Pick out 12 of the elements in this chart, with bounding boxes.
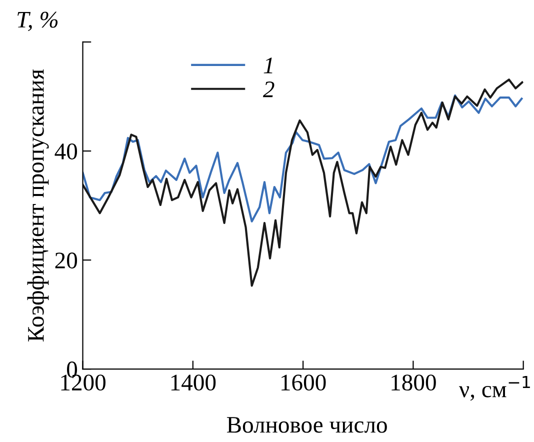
line-series <box>82 78 524 287</box>
y-tick-label: 20 <box>55 252 78 268</box>
x-axis-title: ν, см$^{−1}$ <box>458 376 530 401</box>
text: Волновое число <box>226 417 387 433</box>
x-tick-label: 1800 <box>392 374 436 391</box>
legend-label: 2 <box>262 82 274 98</box>
y-axis-title: Коэффициент пропускания <box>27 69 49 342</box>
legend-label: 1 <box>264 58 272 74</box>
x-tick-label: 1400 <box>171 374 216 391</box>
text: T, % <box>18 12 58 32</box>
x-tick-label: 1600 <box>282 374 326 391</box>
y-tick-label: 40 <box>54 144 78 160</box>
